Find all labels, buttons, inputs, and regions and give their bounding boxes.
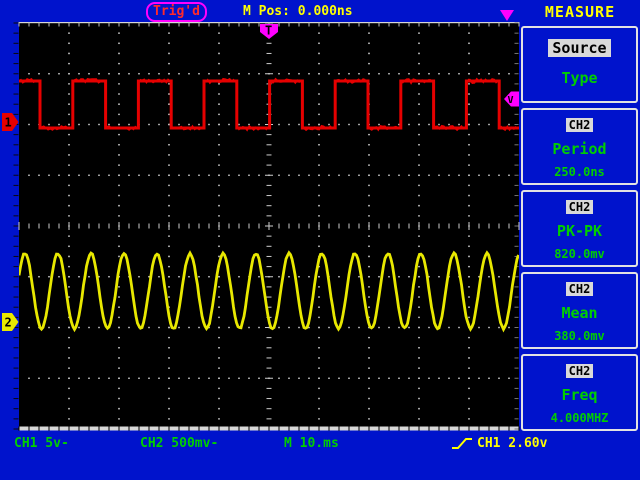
window-position-marker-icon[interactable]	[500, 10, 514, 21]
channel-badge: CH2	[565, 200, 594, 214]
measurement-value: 4.000MHZ	[550, 411, 609, 425]
ch2-position-marker[interactable]: 2	[2, 313, 19, 331]
ch1-position-marker[interactable]: 1	[2, 113, 19, 131]
menu-item-label: PK-PK	[556, 222, 603, 240]
channel-badge: CH2	[565, 118, 594, 132]
trigger-status-badge: Trig'd	[146, 2, 207, 22]
menu-item-label: Mean	[561, 304, 598, 322]
source-selected-badge[interactable]: Source	[548, 39, 611, 57]
menu-item-label[interactable]: Type	[561, 69, 598, 87]
trigger-position-marker[interactable]: T	[260, 24, 278, 40]
measurement-value: 250.0ns	[554, 165, 605, 179]
ch1-square-trace	[19, 79, 519, 130]
menu-item-pkpk[interactable]: CH2 PK-PK 820.0mv	[521, 190, 638, 267]
measurement-value: 820.0mv	[554, 247, 605, 261]
svg-text:V: V	[508, 95, 514, 106]
menu-item-label: Period	[552, 140, 607, 158]
horizontal-position-readout: M Pos: 0.000ns	[243, 4, 353, 19]
measurement-value: 380.0mv	[554, 329, 605, 343]
menu-item-label: Freq	[561, 386, 598, 404]
scope-display: 1 2 T V	[2, 22, 520, 431]
trigger-level-readout: CH1 2.60v	[477, 436, 548, 451]
menu-item-source[interactable]: Source Type	[521, 26, 638, 103]
waveform-traces	[19, 77, 519, 333]
channel-badge: CH2	[565, 282, 594, 296]
menu-item-period[interactable]: CH2 Period 250.0ns	[521, 108, 638, 185]
menu-item-freq[interactable]: CH2 Freq 4.000MHZ	[521, 354, 638, 431]
ch2-scale-readout: CH2 500mv-	[140, 436, 219, 451]
rising-edge-icon	[452, 438, 472, 449]
ch2-sine-trace	[19, 250, 519, 333]
timebase-readout: M 10.ms	[284, 436, 339, 451]
channel-badge: CH2	[565, 364, 594, 378]
ch1-scale-readout: CH1 5v-	[14, 436, 69, 451]
svg-text:1: 1	[5, 116, 12, 130]
svg-text:2: 2	[5, 316, 12, 330]
trigger-level-marker[interactable]: V	[504, 91, 519, 107]
page-title: MEASURE	[544, 3, 616, 21]
measure-menu: Source Type CH2 Period 250.0ns CH2 PK-PK…	[521, 26, 638, 431]
svg-text:T: T	[265, 24, 272, 38]
menu-item-mean[interactable]: CH2 Mean 380.0mv	[521, 272, 638, 349]
